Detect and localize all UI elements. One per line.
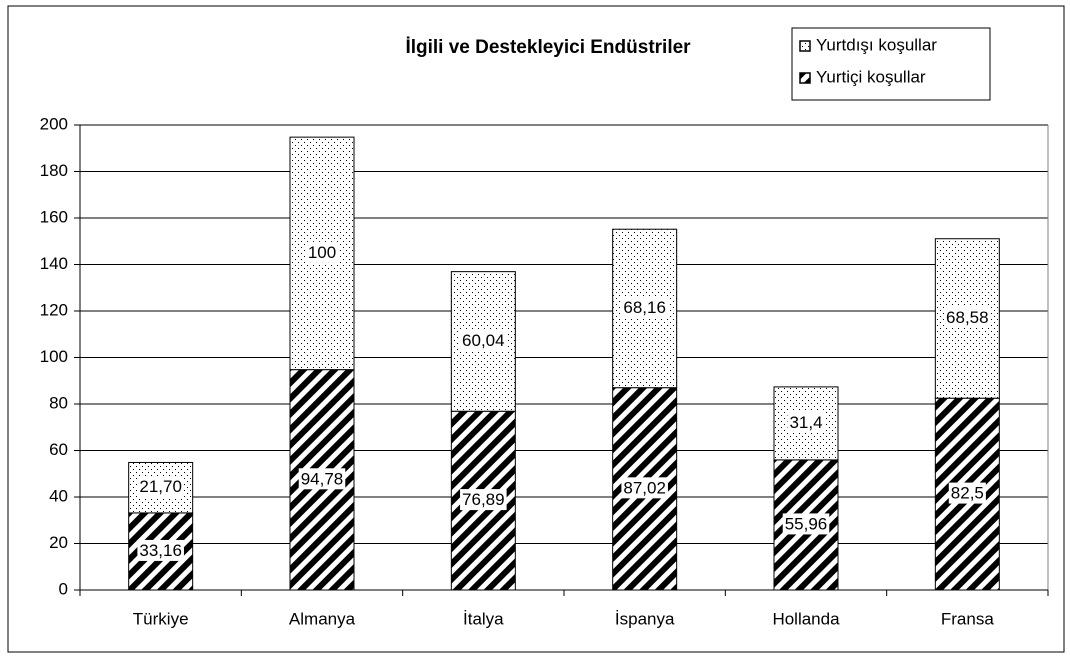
data-label-bg [948,482,986,504]
y-tick-label: 80 [49,393,68,412]
data-label-bg [460,489,507,511]
x-tick-label: Fransa [941,609,994,628]
x-tick-label: Almanya [289,609,356,628]
data-label: 68,16 [623,298,666,317]
legend-swatch [799,72,811,84]
x-tick-label: İspanya [615,609,675,628]
y-tick-label: 100 [40,347,68,366]
data-label-bg [305,241,339,263]
data-label-bg [137,476,184,498]
data-label: 76,89 [462,490,505,509]
data-label: 60,04 [462,331,505,350]
legend-box [791,27,991,101]
x-tick-label: Türkiye [133,609,189,628]
data-label-bg [460,329,507,351]
data-label: 68,58 [946,308,989,327]
data-label-bg [298,468,346,490]
legend-swatch [799,40,811,52]
y-tick-label: 60 [49,440,68,459]
data-label-bg [137,539,184,561]
data-label-bg [782,513,830,535]
data-label: 33,16 [139,541,182,560]
data-label: 94,78 [301,469,344,488]
data-label-bg [621,296,668,318]
y-tick-label: 120 [40,300,68,319]
data-label: 21,70 [139,477,182,496]
legend-label: Yurtiçi koşullar [816,67,926,86]
data-label-bg [944,306,991,328]
data-label: 87,02 [623,478,666,497]
data-label: 31,4 [789,413,822,432]
y-tick-label: 200 [40,114,68,133]
data-label: 55,96 [785,514,828,533]
y-tick-label: 180 [40,161,68,180]
y-tick-label: 0 [59,579,68,598]
y-tick-label: 140 [40,254,68,273]
y-tick-label: 160 [40,207,68,226]
x-tick-label: İtalya [463,609,504,628]
chart-title: İlgili ve Destekleyici Endüstriler [405,37,691,58]
legend-label: Yurtdışı koşullar [816,35,937,54]
data-label: 100 [308,243,336,262]
data-label: 82,5 [951,484,984,503]
y-tick-label: 20 [49,533,68,552]
data-label-bg [787,411,825,433]
x-tick-label: Hollanda [772,609,840,628]
data-label-bg [621,477,668,499]
y-tick-label: 40 [49,486,68,505]
